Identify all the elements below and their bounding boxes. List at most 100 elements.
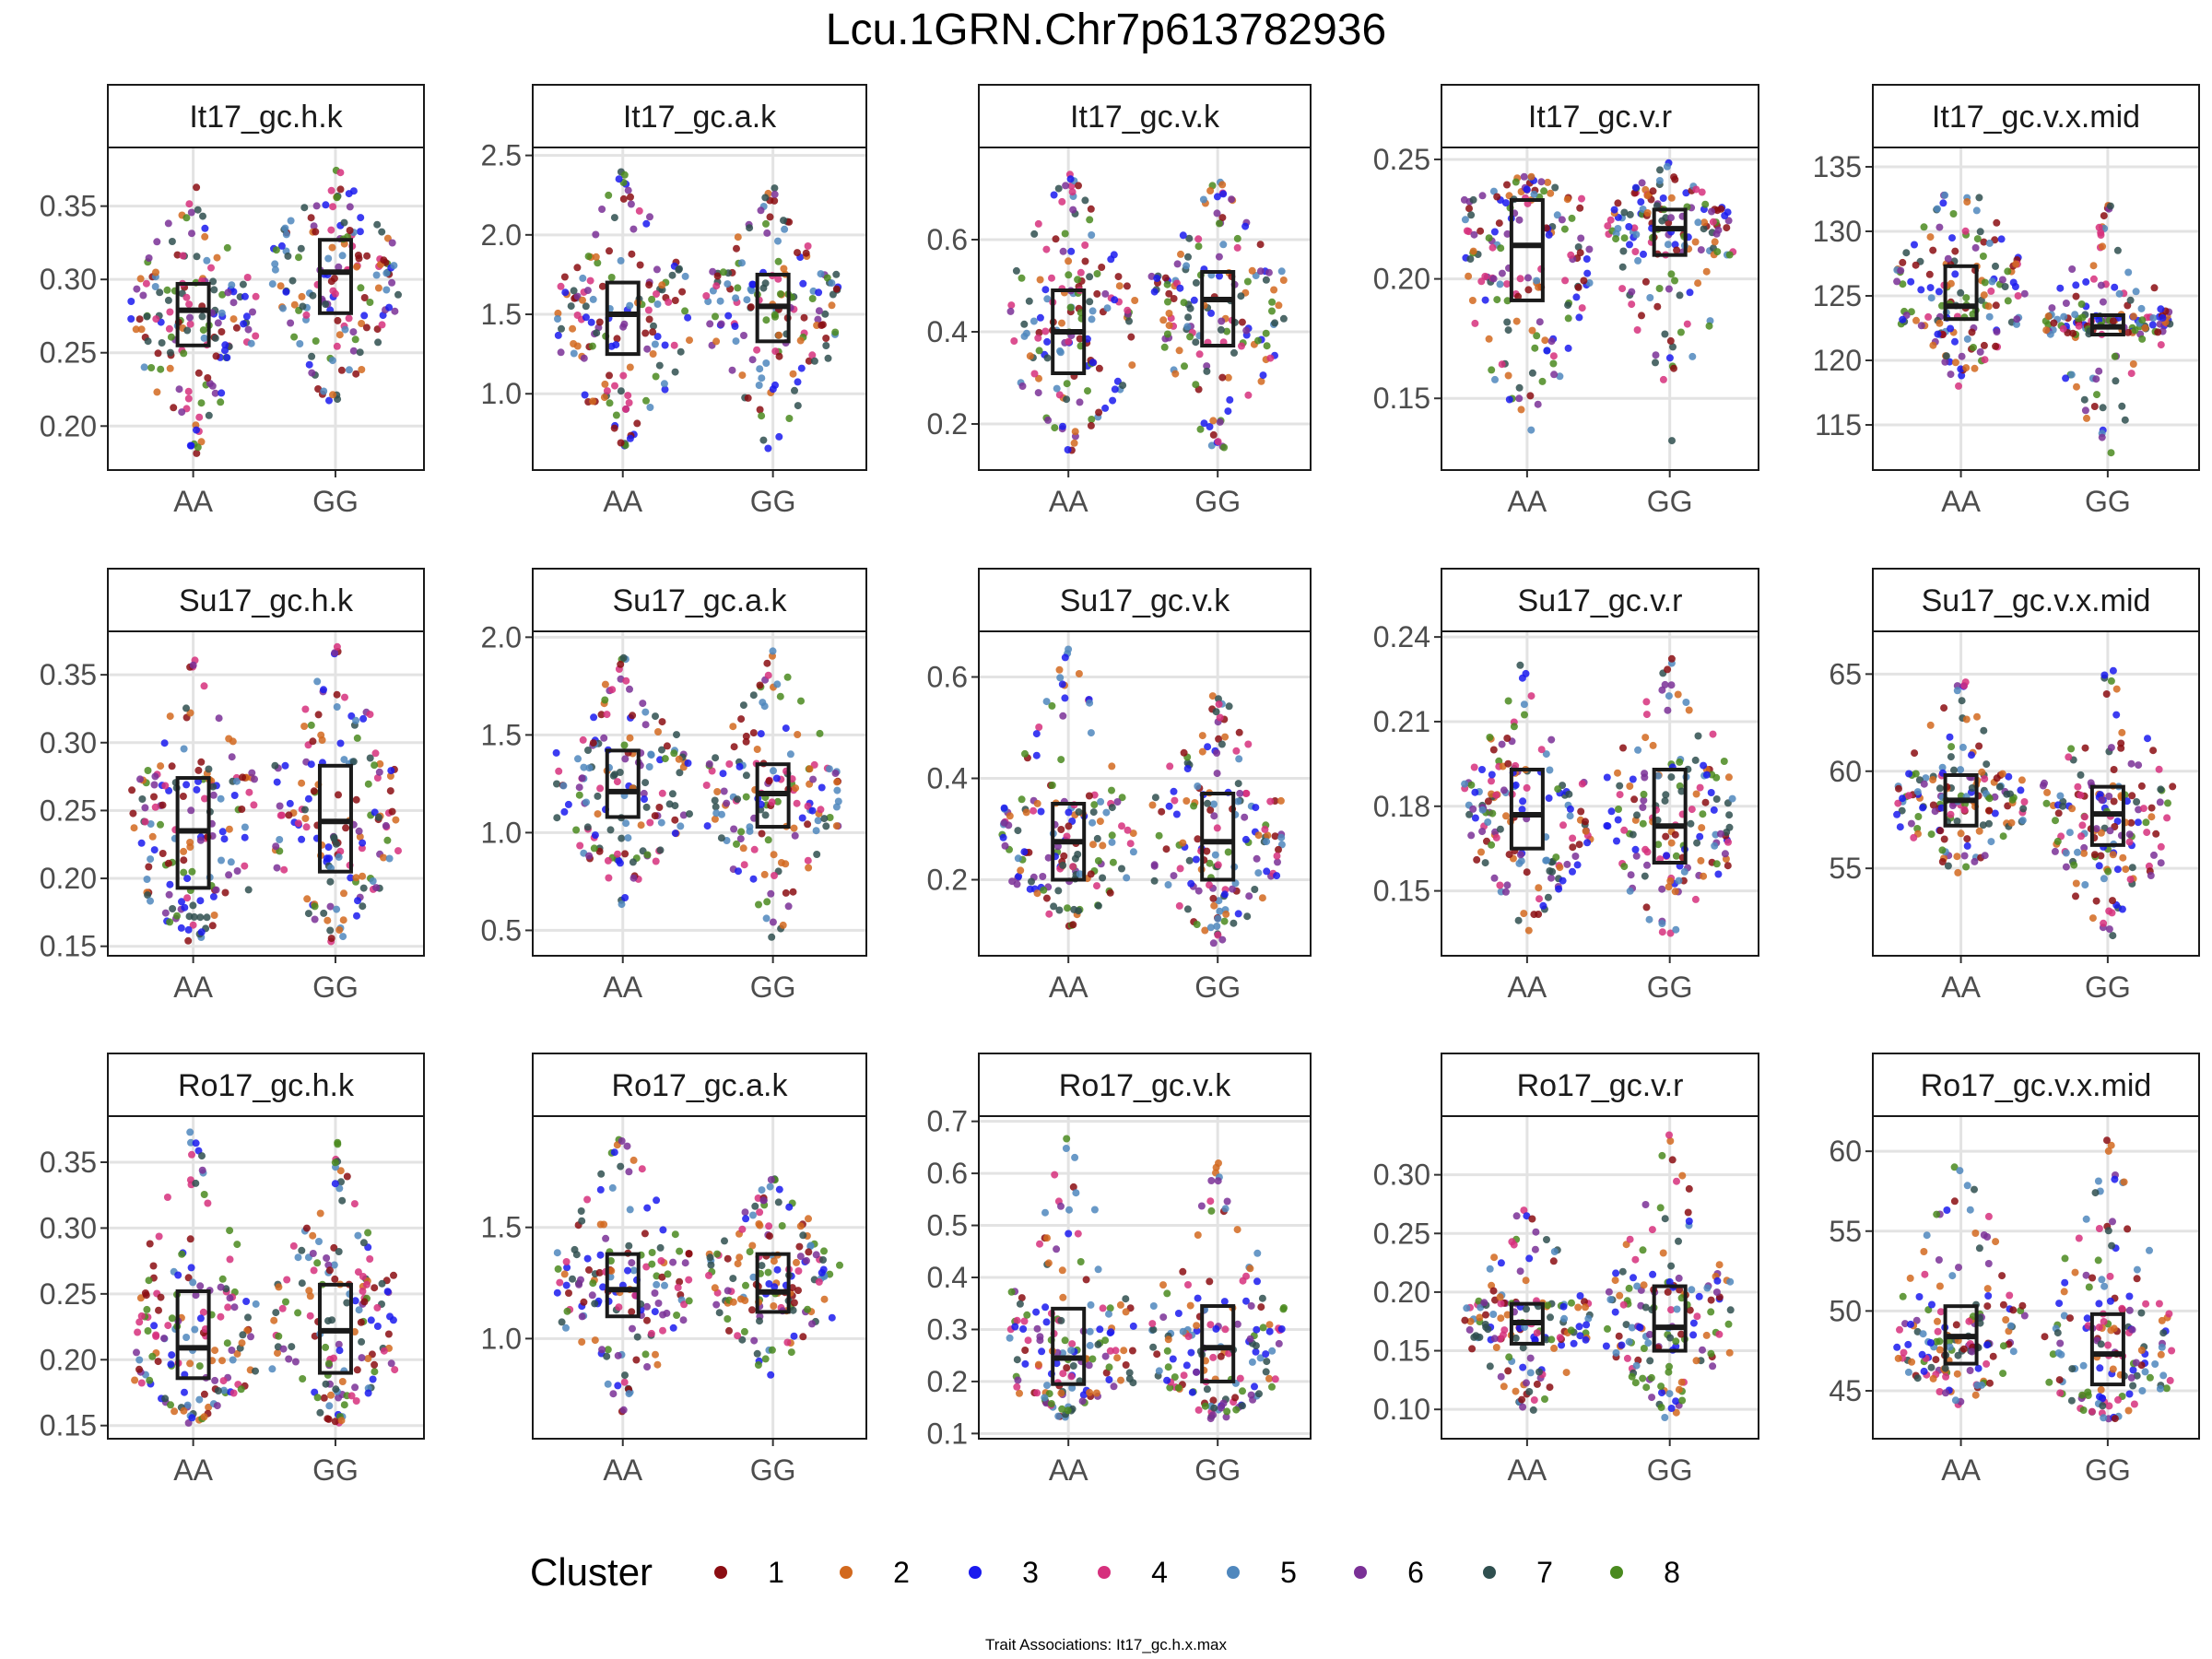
data-point	[762, 914, 771, 923]
data-point	[616, 769, 624, 776]
data-point	[285, 1355, 293, 1363]
x-tick-label-aa: AA	[603, 971, 642, 1004]
data-point	[1960, 682, 1969, 689]
data-point	[190, 912, 198, 921]
data-point	[276, 282, 285, 290]
data-point	[652, 857, 660, 865]
points-su17-gc-v-k	[998, 645, 1286, 947]
data-point	[626, 363, 634, 371]
data-point	[818, 322, 826, 329]
data-point	[313, 1259, 322, 1267]
data-point	[591, 1300, 599, 1308]
data-point	[1490, 1335, 1499, 1343]
data-point	[1709, 218, 1717, 226]
data-point	[2108, 909, 2116, 917]
data-point	[1114, 273, 1123, 281]
data-point	[1215, 897, 1223, 905]
data-point	[1495, 757, 1503, 765]
data-point	[217, 398, 225, 406]
data-point	[2139, 805, 2147, 813]
data-point	[594, 259, 602, 267]
data-point	[305, 1287, 313, 1295]
data-point	[1215, 695, 1222, 703]
data-point	[148, 832, 157, 841]
data-point	[755, 382, 763, 389]
data-point	[1014, 1376, 1022, 1384]
data-point	[591, 831, 599, 840]
data-point	[237, 1385, 245, 1394]
data-point	[2004, 267, 2012, 276]
data-point	[1638, 179, 1646, 187]
y-tick-label: 0.4	[927, 762, 968, 795]
data-point	[1065, 1230, 1073, 1238]
data-point	[799, 1231, 807, 1240]
data-point	[1209, 1353, 1218, 1361]
data-point	[1086, 216, 1094, 224]
data-point	[1616, 1291, 1624, 1300]
data-point	[1614, 225, 1622, 232]
data-point	[1691, 756, 1700, 764]
data-point	[241, 823, 249, 831]
box-gg	[2089, 1312, 2125, 1387]
data-point	[1212, 708, 1220, 716]
data-point	[227, 858, 235, 866]
data-point	[1129, 830, 1137, 838]
data-point	[165, 890, 173, 899]
data-point	[2009, 1347, 2018, 1356]
data-point	[2053, 1329, 2062, 1337]
data-point	[1246, 1335, 1254, 1343]
data-point	[1978, 768, 1986, 776]
data-point	[1666, 336, 1675, 345]
data-point	[335, 853, 343, 861]
data-point	[1984, 1260, 1993, 1267]
data-point	[1723, 829, 1731, 836]
data-point	[1639, 819, 1647, 828]
data-point	[359, 839, 367, 847]
data-point	[675, 265, 683, 274]
data-point	[611, 382, 618, 390]
data-point	[1979, 253, 1987, 260]
data-point	[790, 1332, 798, 1340]
data-point	[810, 357, 818, 365]
data-point	[189, 661, 197, 669]
data-point	[2133, 1371, 2141, 1380]
data-point	[673, 731, 680, 739]
data-point	[1720, 758, 1728, 765]
data-point	[1667, 654, 1676, 663]
data-point	[372, 271, 381, 279]
data-point	[596, 1185, 605, 1194]
data-point	[282, 288, 290, 296]
data-point	[1677, 1294, 1686, 1302]
data-point	[327, 277, 335, 286]
data-point	[334, 316, 342, 324]
data-point	[1558, 1341, 1566, 1349]
data-point	[133, 285, 141, 293]
data-point	[1476, 1313, 1484, 1322]
data-point	[621, 894, 629, 901]
data-point	[799, 279, 807, 288]
data-point	[757, 800, 765, 808]
data-point	[625, 1241, 633, 1250]
strip-label-it17-gc-h-k: It17_gc.h.k	[189, 100, 343, 135]
data-point	[1193, 1322, 1201, 1330]
data-point	[836, 1261, 843, 1269]
data-point	[756, 365, 764, 373]
data-point	[653, 333, 662, 341]
data-point	[1983, 760, 1991, 769]
data-point	[1171, 796, 1179, 805]
data-point	[200, 682, 208, 690]
data-point	[2069, 329, 2077, 337]
data-point	[1929, 246, 1937, 254]
data-point	[1125, 1374, 1134, 1382]
data-point	[648, 1260, 656, 1268]
data-point	[309, 291, 317, 300]
data-point	[1523, 783, 1531, 792]
data-point	[828, 301, 836, 310]
data-point	[2090, 403, 2099, 410]
data-point	[578, 1217, 586, 1225]
data-point	[2088, 1407, 2096, 1416]
data-point	[1702, 267, 1711, 276]
legend-label-cluster-1: 1	[768, 1556, 784, 1589]
data-point	[1055, 665, 1064, 674]
